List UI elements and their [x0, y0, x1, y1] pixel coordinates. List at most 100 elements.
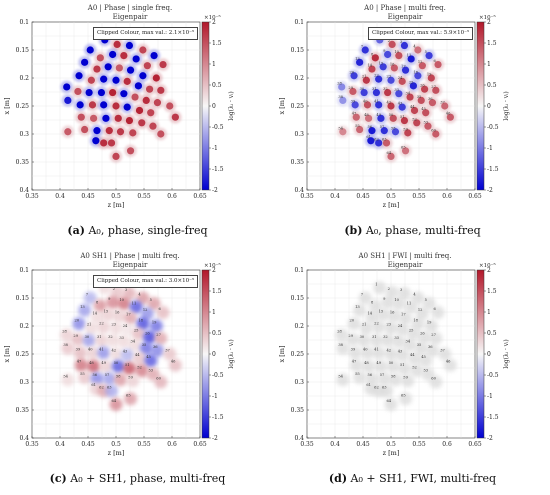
sensor-blob: [124, 392, 138, 406]
sensor-label: 59: [128, 375, 133, 379]
caption-text: A₀ + SH1, FWI, multi-freq: [350, 472, 497, 485]
sensor-label: 8: [96, 300, 99, 304]
y-tick-label: 0.4: [19, 187, 29, 194]
y-tick-label: 0.2: [294, 75, 304, 82]
sensor-label: 14: [367, 64, 372, 68]
sensor-label: 27: [156, 333, 161, 337]
sensor-blob: [101, 308, 115, 322]
sensor-dot: [107, 139, 116, 147]
sensor-blob: [168, 358, 182, 372]
panel-c: A0 SH1 | Phase | multi freq. Eigenpair 1…: [0, 248, 275, 495]
sensor-label: 37: [440, 349, 445, 353]
y-tick-label: 0.2: [294, 323, 304, 330]
sensor-blob: [369, 334, 383, 348]
sensor-dot: [157, 86, 165, 94]
sensor-blob: [129, 300, 143, 314]
sensor-blob: [360, 346, 374, 360]
sensor-dot: [153, 99, 162, 107]
sensor-dot: [422, 109, 430, 117]
colorbar-tick-label: -1: [212, 393, 218, 400]
colorbar-label: log(λᵢ · vᵢ): [503, 339, 510, 368]
sensor-blob: [353, 371, 367, 385]
sensor-label: 5: [150, 298, 153, 302]
sensor-blob: [111, 359, 125, 373]
sensor-dot: [100, 101, 108, 109]
sensor-dot: [150, 52, 158, 60]
y-tick-label: 0.15: [16, 47, 30, 54]
sensor-label: 28: [62, 329, 67, 333]
sensor-blob: [78, 371, 92, 385]
y-tick-label: 0.1: [294, 267, 304, 274]
sensor-dot: [339, 96, 347, 104]
sensor-blob: [109, 321, 123, 335]
sensor-dot: [86, 46, 94, 54]
sensor-label: 39: [351, 99, 356, 103]
colorbar-tick-label: 1: [212, 61, 216, 68]
sensor-dot: [387, 152, 395, 160]
y-tick-label: 0.4: [294, 435, 304, 442]
x-tick-label: 0.65: [468, 193, 482, 200]
sensor-blob: [399, 392, 413, 406]
y-tick-label: 0.1: [19, 267, 29, 274]
caption-text: A₀, phase, multi-freq: [365, 224, 481, 237]
sensor-label: 33: [119, 336, 124, 340]
y-tick-label: 0.1: [19, 19, 29, 26]
sensor-blob: [372, 346, 386, 360]
y-tick-label: 0.35: [291, 407, 305, 414]
sensor-label: 24: [398, 76, 403, 80]
sensor-label: 34: [131, 340, 136, 344]
y-axis-label: x [m]: [3, 98, 11, 115]
sensor-label: 7: [361, 293, 364, 297]
colorbar-exponent: ×10⁻⁵: [204, 262, 221, 269]
sensor-dot: [120, 52, 128, 60]
sensor-label: 37: [440, 101, 445, 105]
sensor-label: 13: [80, 305, 85, 309]
sensor-label: 14: [92, 312, 97, 316]
caption-text: A₀ + SH1, phase, multi-freq: [70, 472, 226, 485]
sensor-label: 31: [372, 87, 377, 91]
sensor-label: 15: [379, 61, 384, 65]
sensor-blob: [150, 344, 164, 358]
sensor-dot: [428, 99, 437, 107]
sensor-label: 20: [350, 318, 355, 322]
sensor-label: 9: [108, 297, 111, 301]
sensor-label: 48: [364, 361, 369, 365]
sensor-dot: [146, 85, 154, 93]
sensor-dot: [115, 64, 123, 72]
sensor-dot: [410, 106, 419, 115]
y-axis-label: x [m]: [278, 346, 286, 363]
sensor-label: 57: [380, 125, 385, 129]
x-tick-label: 0.5: [386, 441, 396, 448]
colorbar-label: log(λᵢ · vᵢ): [228, 91, 235, 120]
colorbar-tick-label: -1.5: [487, 414, 499, 421]
sensor-blob: [154, 375, 168, 389]
colorbar-tick-label: 0.5: [212, 330, 222, 337]
sensor-label: 56: [92, 373, 97, 377]
sensor-dot: [417, 96, 425, 104]
sensor-label: 54: [63, 374, 68, 378]
colorbar-tick-label: 2: [487, 267, 491, 274]
sensor-dot: [109, 50, 117, 59]
sensor-blob: [112, 309, 126, 323]
y-tick-label: 0.3: [19, 379, 29, 386]
colorbar-tick-label: 1.5: [487, 288, 497, 295]
sensor-dot: [400, 41, 409, 50]
sensor-label: 3: [400, 40, 403, 44]
sensor-label: 55: [355, 372, 360, 376]
colorbar-tick-label: 1: [487, 61, 491, 68]
sensor-dot: [390, 64, 398, 72]
sensor-blob: [113, 373, 127, 387]
sensor-label: 49: [376, 361, 381, 365]
sensor-label: 19: [427, 73, 432, 77]
sensor-blob: [397, 362, 411, 376]
sensor-dot: [361, 46, 369, 54]
sensor-dot: [134, 82, 142, 90]
sensor-label: 63: [382, 385, 387, 389]
sensor-label: 63: [382, 137, 387, 141]
sensor-label: 55: [355, 124, 360, 128]
sensor-dot: [432, 86, 440, 94]
colorbar-exponent: ×10⁻⁵: [204, 14, 221, 21]
x-tick-label: 0.6: [442, 193, 452, 200]
sensor-label: 12: [143, 308, 148, 312]
sensor-blob: [117, 335, 131, 349]
